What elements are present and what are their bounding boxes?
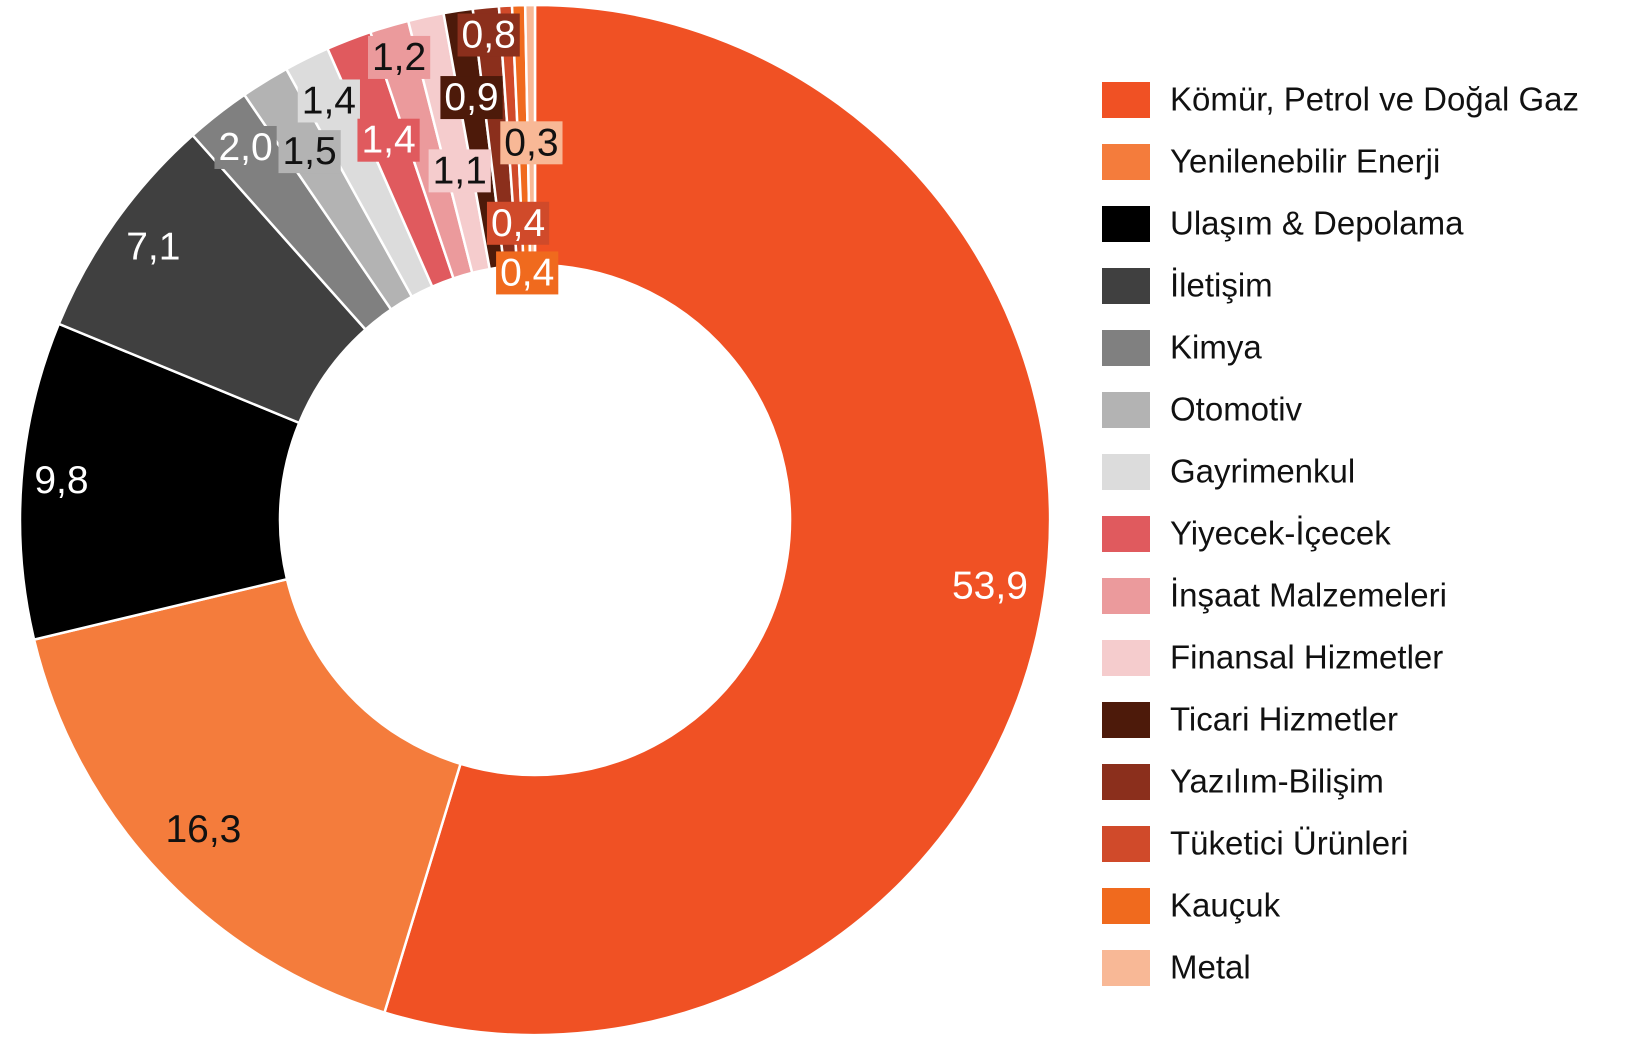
legend-label: Metal <box>1170 949 1251 986</box>
label-box <box>496 251 559 295</box>
legend-swatch <box>1102 640 1150 676</box>
legend-label: Ulaşım & Depolama <box>1170 205 1464 242</box>
label-box <box>357 118 420 162</box>
legend-swatch <box>1102 950 1150 986</box>
data-label: 9,8 <box>34 459 88 502</box>
legend-swatch <box>1102 764 1150 800</box>
label-box <box>457 13 520 57</box>
legend-swatch <box>1102 82 1150 118</box>
legend-swatch <box>1102 888 1150 924</box>
data-label: 2,0 <box>218 126 272 169</box>
label-box <box>440 76 503 120</box>
data-label: 1,2 <box>372 36 426 79</box>
label-box <box>278 130 341 174</box>
legend-swatch <box>1102 702 1150 738</box>
legend-swatch <box>1102 578 1150 614</box>
label-box <box>500 121 563 165</box>
legend-swatch <box>1102 268 1150 304</box>
legend-swatch <box>1102 826 1150 862</box>
label-box <box>367 35 431 79</box>
legend-swatch <box>1102 516 1150 552</box>
data-label: 0,4 <box>491 202 545 245</box>
data-label: 53,9 <box>952 564 1028 607</box>
legend-label: Yiyecek-İçecek <box>1170 515 1391 552</box>
data-label: 7,1 <box>126 225 180 268</box>
legend-label: Kimya <box>1170 329 1262 366</box>
legend-swatch <box>1102 206 1150 242</box>
data-label: 1,4 <box>302 79 356 122</box>
legend-label: Yenilenebilir Enerji <box>1170 143 1440 180</box>
legend-label: İnşaat Malzemeleri <box>1170 577 1447 614</box>
legend-label: Tüketici Ürünleri <box>1170 825 1408 862</box>
legend-label: Yazılım-Bilişim <box>1170 763 1384 800</box>
legend-label: Finansal Hizmetler <box>1170 639 1443 676</box>
donut-slice <box>32 577 463 1015</box>
legend-label: Otomotiv <box>1170 391 1303 428</box>
legend-label: İletişim <box>1170 267 1273 304</box>
data-label: 1,4 <box>361 119 415 162</box>
data-label: 0,8 <box>462 14 516 57</box>
legend-label: Gayrimenkul <box>1170 453 1355 490</box>
legend-label: Kömür, Petrol ve Doğal Gaz <box>1170 81 1579 118</box>
data-label: 0,3 <box>504 121 558 164</box>
label-box <box>297 79 360 123</box>
data-label: 0,9 <box>444 76 498 119</box>
label-box <box>428 149 491 193</box>
data-label: 16,3 <box>165 808 241 851</box>
label-box <box>486 201 550 245</box>
data-label: 1,1 <box>433 149 487 192</box>
legend-swatch <box>1102 454 1150 490</box>
data-label: 1,5 <box>282 130 336 173</box>
donut-slice <box>18 322 301 642</box>
legend-label: Kauçuk <box>1170 887 1281 924</box>
label-box <box>214 125 277 169</box>
data-label: 0,4 <box>500 251 554 294</box>
legend-swatch <box>1102 144 1150 180</box>
legend-swatch <box>1102 330 1150 366</box>
legend-swatch <box>1102 392 1150 428</box>
legend-label: Ticari Hizmetler <box>1170 701 1398 738</box>
